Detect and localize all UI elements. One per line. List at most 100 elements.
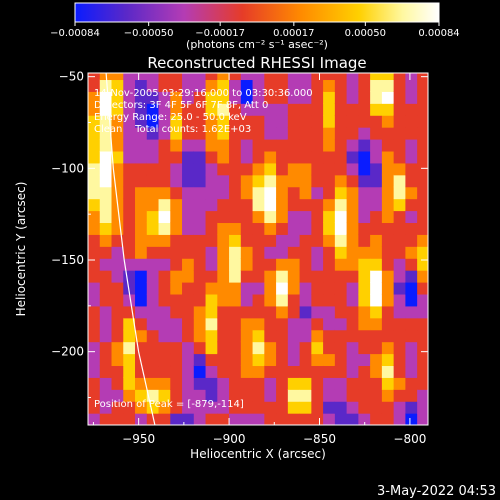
heatmap-cell — [264, 305, 277, 319]
heatmap-cell — [381, 186, 395, 200]
heatmap-cell — [158, 139, 171, 152]
heatmap-cell — [158, 210, 171, 224]
heatmap-cell — [135, 79, 148, 92]
heatmap-cell — [146, 91, 160, 104]
heatmap-cell — [123, 389, 136, 402]
heatmap-cell — [323, 282, 336, 295]
heatmap-cell — [252, 79, 265, 92]
heatmap-cell — [287, 115, 301, 128]
y-tick-label: −200 — [51, 345, 84, 359]
heatmap-cell — [193, 317, 207, 331]
heatmap-cell — [276, 365, 289, 378]
heatmap-cell — [323, 365, 336, 378]
heatmap-cell — [111, 222, 124, 235]
heatmap-cell — [264, 79, 277, 92]
heatmap-cell — [182, 150, 195, 164]
heatmap-cell — [405, 198, 418, 212]
heatmap-cell — [393, 317, 406, 331]
heatmap-cell — [264, 341, 277, 355]
heatmap-cell — [276, 270, 289, 283]
heatmap-cell — [370, 258, 383, 271]
heatmap-cell — [135, 353, 148, 367]
heatmap-cell — [287, 317, 301, 331]
heatmap-cell — [146, 73, 160, 81]
heatmap-cell — [334, 103, 348, 116]
heatmap-cell — [370, 293, 383, 307]
heatmap-cell — [276, 210, 289, 224]
heatmap-cell — [370, 270, 383, 283]
heatmap-cell — [182, 198, 195, 212]
heatmap-cell — [346, 198, 359, 212]
heatmap-cell — [205, 270, 218, 283]
heatmap-cell — [323, 413, 336, 425]
heatmap-cell — [99, 305, 113, 319]
heatmap-cell — [334, 305, 348, 319]
heatmap-cell — [381, 377, 395, 390]
heatmap-cell — [334, 353, 348, 367]
heatmap-cell — [381, 389, 395, 402]
x-tick-label: −950 — [122, 432, 155, 446]
heatmap-cell — [146, 365, 160, 378]
heatmap-cell — [99, 150, 113, 164]
heatmap-cell — [311, 91, 324, 104]
heatmap-cell — [264, 103, 277, 116]
heatmap-cell — [358, 115, 371, 128]
heatmap-cell — [99, 293, 113, 307]
heatmap-cell — [88, 103, 101, 116]
heatmap-cell — [393, 174, 406, 188]
heatmap-cell — [170, 413, 183, 425]
heatmap-cell — [229, 389, 242, 402]
heatmap-cell — [276, 293, 289, 307]
heatmap-cell — [88, 73, 101, 81]
heatmap-cell — [99, 198, 113, 212]
heatmap-cell — [287, 282, 301, 295]
heatmap-cell — [311, 127, 324, 140]
heatmap-cell — [276, 341, 289, 355]
heatmap-cell — [146, 139, 160, 152]
heatmap-cell — [264, 174, 277, 188]
heatmap-cell — [323, 317, 336, 331]
heatmap-cell — [135, 198, 148, 212]
heatmap-cell — [252, 413, 265, 425]
heatmap-cell — [417, 150, 428, 164]
heatmap-cell — [323, 270, 336, 283]
heatmap-cell — [217, 174, 230, 188]
colorbar-tick-label: −0.00050 — [124, 28, 174, 39]
heatmap-cell — [311, 186, 324, 200]
heatmap-cell — [182, 127, 195, 140]
heatmap-cell — [217, 186, 230, 200]
heatmap-cell — [170, 115, 183, 128]
heatmap-cell — [276, 353, 289, 367]
heatmap-cell — [217, 413, 230, 425]
heatmap-cell — [205, 79, 218, 92]
colorbar-tick-label: −0.00017 — [195, 28, 245, 39]
heatmap-cell — [217, 293, 230, 307]
heatmap-cell — [229, 79, 242, 92]
heatmap-cell — [170, 270, 183, 283]
heatmap-cell — [311, 413, 324, 425]
heatmap-cell — [381, 139, 395, 152]
heatmap-cell — [240, 79, 254, 92]
heatmap-cell — [193, 127, 207, 140]
heatmap-cell — [287, 258, 301, 271]
heatmap-cell — [405, 305, 418, 319]
heatmap-cell — [111, 413, 124, 425]
heatmap-cell — [135, 139, 148, 152]
heatmap-cell — [123, 413, 136, 425]
annotation-clean-counts: Clean Total counts: 1.62E+03 — [94, 124, 251, 135]
heatmap-cell — [299, 270, 312, 283]
heatmap-cell — [405, 317, 418, 331]
heatmap-cell — [370, 174, 383, 188]
heatmap-cell — [217, 246, 230, 259]
heatmap-cell — [217, 115, 230, 128]
heatmap-cell — [287, 365, 301, 378]
heatmap-cell — [264, 401, 277, 414]
heatmap-cell — [393, 365, 406, 378]
heatmap-cell — [393, 234, 406, 247]
heatmap-cell — [111, 377, 124, 390]
heatmap-cell — [146, 293, 160, 307]
heatmap-cell — [264, 222, 277, 235]
heatmap-cell — [146, 389, 160, 402]
heatmap-cell — [205, 341, 218, 355]
heatmap-cell — [393, 246, 406, 259]
